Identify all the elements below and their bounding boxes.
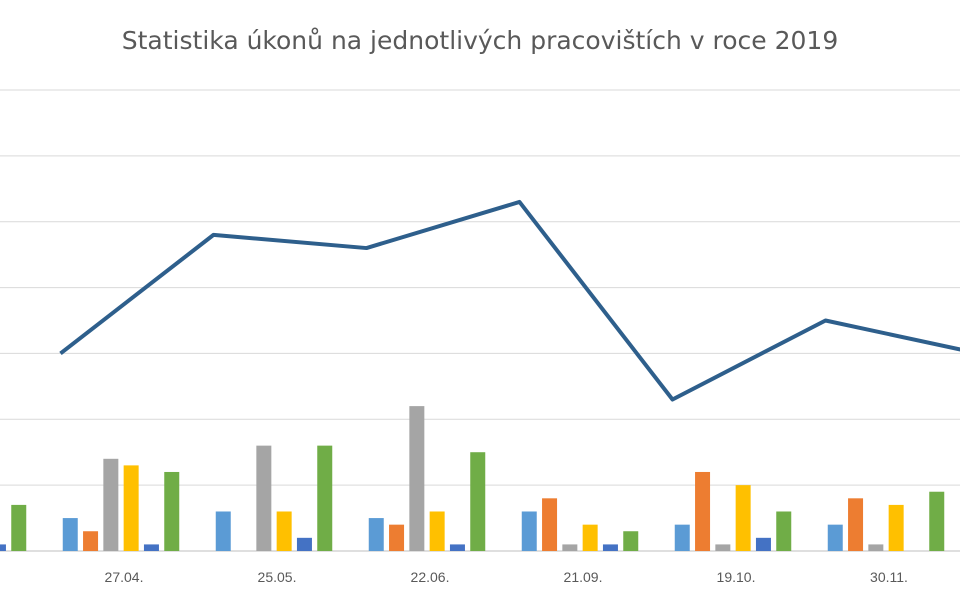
bar [389,524,405,551]
bar [562,544,578,551]
bar [868,544,884,551]
bar [368,518,384,551]
bar [776,511,792,551]
line-path [59,199,960,402]
bar [143,544,159,551]
bar [582,524,598,551]
bar [83,531,99,551]
x-tick-label: 25.05. [258,569,297,585]
bar [755,537,771,551]
x-tick-label: 21.09. [564,569,603,585]
bar [715,544,731,551]
bar [735,485,751,551]
bar [695,471,711,551]
bar [164,471,180,551]
bar [674,524,690,551]
bar [256,445,272,551]
x-tick-label: 30.11. [870,569,908,585]
bar [215,511,231,551]
bar [409,406,425,551]
bar [521,511,537,551]
bar [276,511,292,551]
bar [470,452,486,551]
line-series [59,199,960,402]
bar [827,524,843,551]
bar [11,504,27,551]
x-axis-labels: 27.04. 25.05. 22.06. 21.09. 19.10. 30.11. [105,569,908,585]
bar [296,537,312,551]
x-tick-label: 19.10. [717,569,756,585]
bar [62,518,78,551]
x-tick-label: 22.06. [411,569,450,585]
bar [848,498,864,551]
bar-series [0,406,945,551]
bar [888,504,904,551]
chart-title: Statistika úkonů na jednotlivých pracovi… [121,26,839,55]
bar [542,498,558,551]
bar [317,445,333,551]
bar [929,491,945,551]
bar [449,544,465,551]
bar [0,544,6,551]
bar [623,531,639,551]
bar [123,465,139,551]
bar [103,458,119,551]
bar [602,544,618,551]
bar [429,511,445,551]
x-tick-label: 27.04. [105,569,144,585]
